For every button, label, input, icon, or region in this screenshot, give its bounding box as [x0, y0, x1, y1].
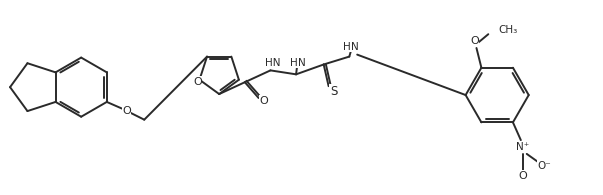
Text: O: O — [122, 106, 131, 116]
Text: HN: HN — [265, 58, 280, 67]
Text: N: N — [298, 58, 306, 67]
Text: N: N — [352, 42, 359, 52]
Text: N⁺: N⁺ — [516, 142, 529, 152]
Text: H: H — [290, 58, 298, 67]
Text: S: S — [330, 85, 337, 98]
Text: O: O — [519, 171, 527, 181]
Text: H: H — [344, 42, 351, 52]
Text: O: O — [470, 36, 479, 46]
Text: CH₃: CH₃ — [498, 25, 517, 35]
Text: O: O — [193, 77, 202, 87]
Text: O: O — [259, 96, 268, 106]
Text: O⁻: O⁻ — [538, 161, 551, 171]
